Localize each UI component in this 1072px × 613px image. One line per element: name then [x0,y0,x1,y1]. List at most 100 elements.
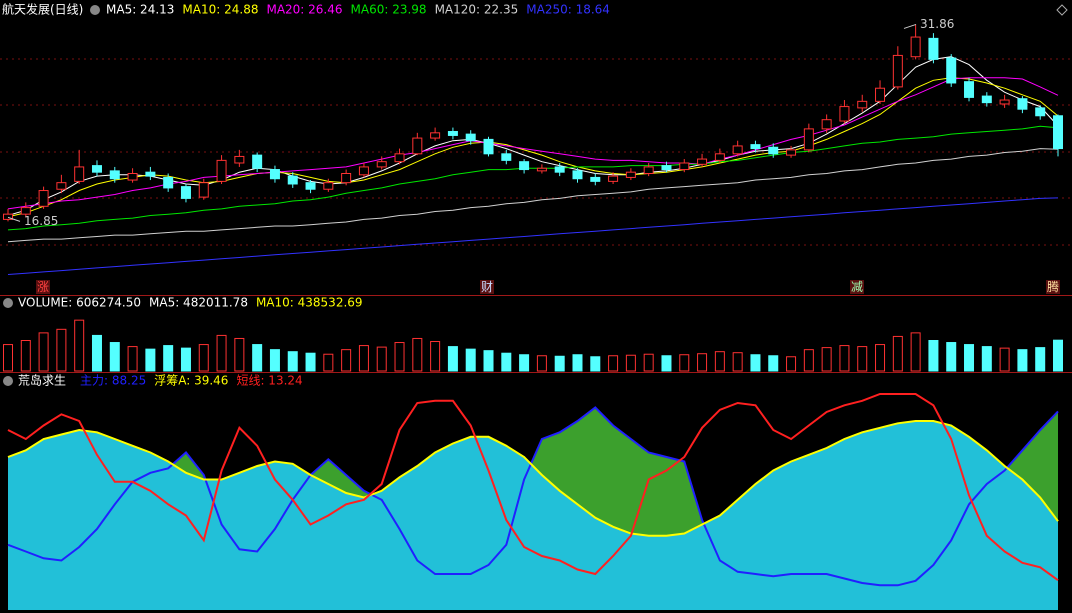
volume-bar [768,355,779,372]
candle-body [981,95,992,104]
candle-body [1053,115,1063,150]
candle-body [928,37,939,60]
legend-item: MA10: 438532.69 [256,296,363,310]
volume-bar [572,354,583,372]
candle-body [465,133,476,142]
volume-bar [590,356,601,372]
candle-body [572,170,583,180]
volume-bar [608,355,619,372]
volume-bar [163,345,174,372]
volume-bar [1035,347,1046,372]
candle-body [946,57,957,84]
corner-icon[interactable] [1056,4,1068,16]
legend-item: MA10: 24.88 [182,3,258,17]
candle-body [839,106,850,122]
candle-body [3,213,13,220]
volume-bar [892,335,903,372]
volume-bar [679,354,690,372]
volume-bar [554,355,565,372]
volume-bar [376,346,387,372]
marker: 财 [481,280,493,294]
candle-body [252,154,263,169]
marker: 腾 [1047,279,1059,294]
candle-body [1035,107,1046,117]
volume-bar [430,341,441,372]
indicator-area [8,421,1058,610]
candle-body [661,165,672,171]
volume-bar [786,356,797,372]
menu-icons [3,4,1068,386]
legend-item: 浮筹A: 39.46 [154,374,228,388]
volume-bar [750,354,761,372]
menu-icon[interactable] [3,298,13,308]
volume-bar [252,344,263,372]
legend-item: 短线: 13.24 [236,374,302,388]
volume-bar [803,349,814,372]
candle-body [412,137,423,155]
ma-line [7,125,1059,231]
legend-item: MA60: 23.98 [351,3,427,17]
volume-bar [839,345,850,372]
menu-icon[interactable] [90,5,100,15]
ma-line [7,148,1059,243]
candle-body [56,182,67,190]
candle-body [999,99,1010,105]
candle-body [875,87,886,102]
candle-body [216,159,227,182]
candle-body [198,182,209,198]
candle-body [554,166,565,173]
candle-body [821,119,832,130]
candle-body [501,153,512,161]
candle-body [714,153,725,161]
volume-bar [483,350,494,372]
volume-bar [1053,339,1063,372]
annotation-leader [903,23,917,29]
candle-body [483,138,494,155]
volume-bar [643,353,654,372]
menu-icon[interactable] [3,376,13,386]
ma-line [7,197,1059,275]
volume-bar [465,348,476,372]
volume-bar [38,332,49,372]
candle-body [910,36,921,58]
volume-bar [145,348,156,372]
volume-bar [946,342,957,372]
volume-bar [287,351,298,372]
candle-body [145,171,156,177]
candle-body [234,155,245,164]
volume-bar [216,334,227,372]
candle-body [447,131,458,136]
marker-box [36,280,50,294]
candle-body [857,100,868,109]
indicator-title: 荒岛求生 [18,373,66,388]
volume-bar [661,355,672,372]
candle-body [109,170,120,180]
annotation: 16.85 [24,214,58,228]
candle-body [430,132,441,139]
volume-bar [323,353,334,372]
candle-body [679,162,690,171]
volume-bar [198,344,209,372]
volume-bar [234,337,245,372]
marker: 涨 [37,279,49,294]
volume-bar [821,347,832,372]
candle-body [305,182,316,190]
candle-body [643,166,654,174]
candle-body [91,165,102,173]
candle-body [20,207,31,215]
candle-body [1017,98,1028,110]
volume-bar [447,346,458,372]
candle-body [768,146,779,155]
legend-item: MA250: 18.64 [526,3,610,17]
volume-bar [981,346,992,372]
candle-body [74,166,85,182]
candle-body [750,144,761,150]
candle-body [786,149,797,156]
candle-body [732,145,743,155]
candle-body [127,172,138,181]
candle-body [287,175,298,185]
volume-bar [697,353,708,372]
volume-bar [875,344,886,372]
volume-bar [74,319,85,372]
